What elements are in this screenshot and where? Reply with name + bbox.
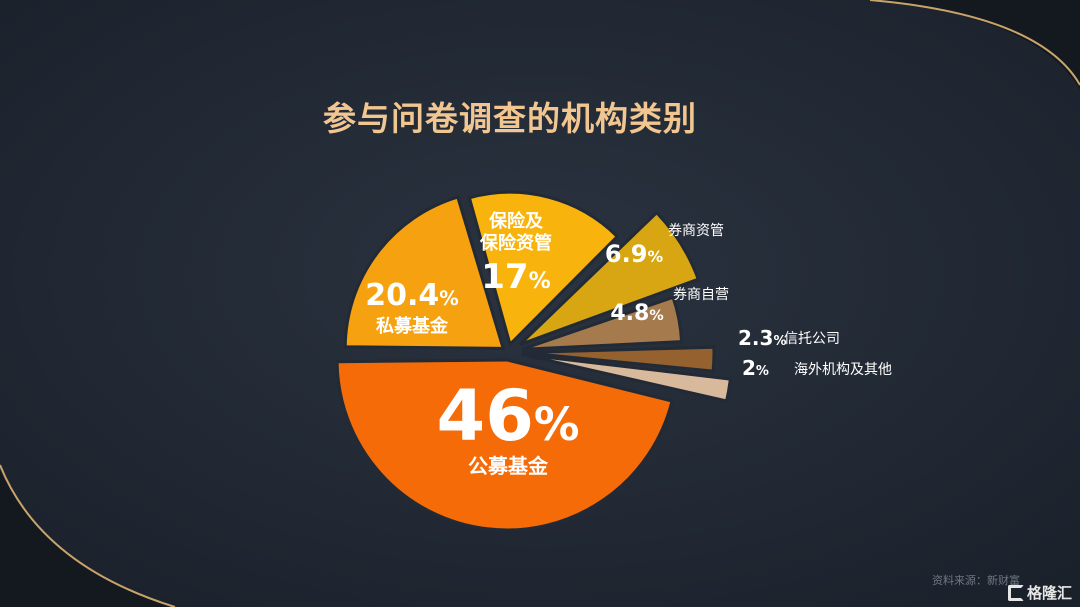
logo-g-icon [1008, 584, 1024, 601]
category-label-1: 保险及保险资管 [479, 210, 552, 254]
category-label-6: 公募基金 [468, 454, 549, 478]
pie-slice-4 [521, 345, 716, 373]
pie-slice-0 [343, 195, 506, 350]
pie-slice-1 [467, 190, 620, 348]
gold-border-top [869, 0, 1080, 86]
pie-slice-3 [521, 295, 684, 351]
chart-title: 参与问卷调查的机构类别 [323, 99, 697, 138]
category-label-4: 信托公司 [784, 331, 840, 347]
value-label-1: 17% [481, 257, 550, 297]
category-label-2: 券商资管 [668, 223, 724, 239]
source-note: 资料来源：新财富 [932, 574, 1020, 587]
value-label-2: 6.9% [605, 240, 664, 268]
category-label-0: 私募基金 [376, 315, 449, 337]
category-label-5: 海外机构及其他 [794, 362, 892, 378]
value-label-5: 2% [742, 356, 769, 380]
pie-slice-2 [518, 210, 701, 346]
category-label-3: 券商自营 [673, 287, 729, 303]
logo: 格隆汇 [1008, 582, 1072, 603]
logo-text: 格隆汇 [1027, 584, 1073, 602]
value-label-0: 20.4% [365, 278, 459, 313]
value-label-6: 46% [436, 375, 579, 457]
pie-slice-5 [521, 352, 733, 403]
value-label-4: 2.3% [738, 326, 786, 350]
value-label-3: 4.8% [610, 301, 663, 326]
pie-slice-6 [335, 358, 674, 532]
gold-border-bottom [0, 464, 176, 607]
